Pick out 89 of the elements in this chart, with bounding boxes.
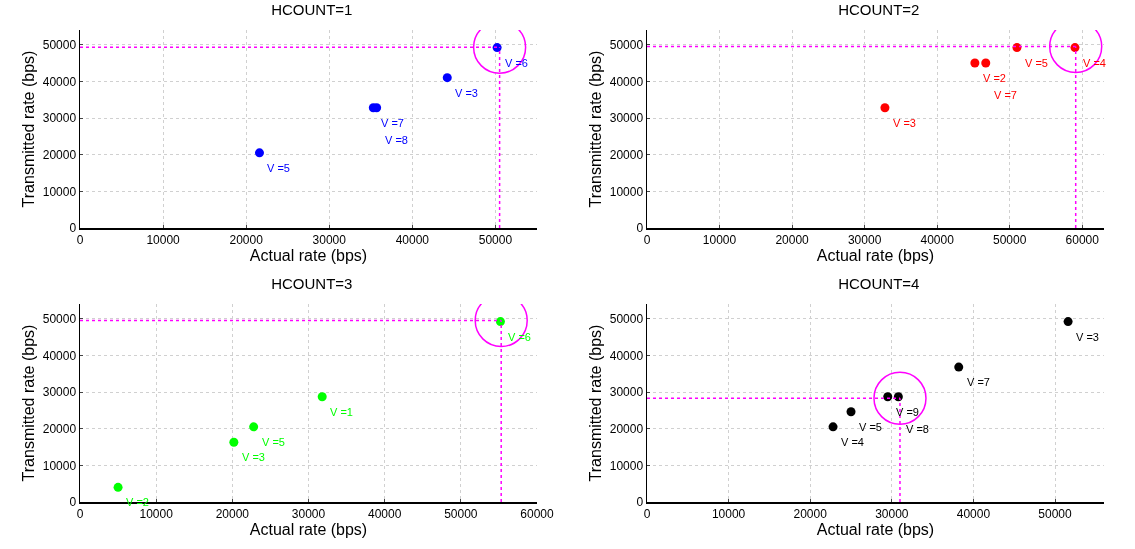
x-tick-label: 30000 (875, 506, 909, 521)
point (1063, 317, 1073, 327)
annotation: V =5 (859, 421, 882, 433)
annotation: V =8 (385, 134, 408, 146)
x-tick-label: 20000 (793, 506, 828, 521)
point (254, 148, 264, 158)
point (113, 482, 123, 492)
y-tick-label: 50000 (609, 311, 644, 326)
y-tick-label: 30000 (42, 385, 77, 400)
point (970, 58, 980, 68)
point (954, 362, 964, 372)
y-tick-label: 0 (69, 495, 77, 510)
y-tick-label: 0 (636, 221, 644, 236)
annotation: V =5 (267, 162, 290, 174)
annotation: V =8 (906, 423, 929, 435)
annotation: V =4 (841, 436, 864, 448)
y-axis-title: Transmitted rate (bps) (586, 324, 604, 482)
y-tick-label: 30000 (609, 385, 644, 400)
x-tick-label: 50000 (444, 506, 478, 521)
y-tick-label: 50000 (42, 37, 77, 52)
x-tick-label: 20000 (215, 506, 250, 521)
y-tick-label: 30000 (609, 111, 644, 126)
annotation: V =5 (262, 436, 285, 448)
chart-title: HCOUNT=3 (271, 274, 353, 292)
chart-title: HCOUNT=2 (838, 0, 920, 18)
y-tick-label: 20000 (609, 147, 644, 162)
x-tick-label: 40000 (956, 506, 991, 521)
annotation: V =3 (455, 87, 478, 99)
x-tick-label: 50000 (478, 232, 513, 247)
x-tick-label: 30000 (847, 232, 882, 247)
annotation: V =7 (994, 89, 1017, 101)
y-tick-label: 30000 (42, 111, 77, 126)
y-tick-label: 0 (636, 495, 644, 510)
y-tick-label: 40000 (609, 348, 644, 363)
x-tick-label: 60000 (1065, 232, 1100, 247)
x-tick-label: 10000 (146, 232, 181, 247)
x-tick-label: 40000 (920, 232, 955, 247)
y-axis-title: Transmitted rate (bps) (19, 50, 37, 208)
y-tick-label: 10000 (609, 184, 644, 199)
y-tick-label: 40000 (609, 74, 644, 89)
y-tick-label: 40000 (42, 74, 77, 89)
annotation: V =5 (1025, 57, 1048, 69)
x-tick-label: 50000 (993, 232, 1027, 247)
point (828, 422, 838, 432)
x-tick-label: 10000 (702, 232, 737, 247)
annotation: V =9 (896, 406, 919, 418)
x-axis-title: Actual rate (bps) (816, 520, 935, 538)
y-tick-label: 50000 (42, 311, 77, 326)
x-tick-label: 30000 (312, 232, 347, 247)
x-tick-label: 60000 (520, 506, 555, 521)
x-tick-label: 10000 (711, 506, 746, 521)
y-tick-label: 10000 (609, 458, 644, 473)
point (880, 103, 890, 113)
y-tick-label: 20000 (42, 421, 77, 436)
point (249, 422, 259, 432)
y-tick-label: 10000 (42, 458, 77, 473)
y-tick-label: 20000 (609, 421, 644, 436)
annotation: V =3 (242, 451, 265, 463)
point (495, 317, 505, 327)
y-axis-title: Transmitted rate (bps) (19, 324, 37, 482)
chart-title: HCOUNT=1 (271, 0, 353, 18)
point (981, 58, 991, 68)
y-tick-label: 20000 (42, 147, 77, 162)
x-tick-label: 20000 (775, 232, 810, 247)
y-tick-label: 10000 (42, 184, 77, 199)
x-tick-label: 50000 (1038, 506, 1073, 521)
annotation: V =7 (967, 376, 990, 388)
x-tick-label: 40000 (395, 232, 430, 247)
point (229, 437, 239, 447)
x-tick-label: 30000 (291, 506, 326, 521)
annotation: V =3 (1076, 331, 1099, 343)
x-axis-title: Actual rate (bps) (249, 246, 368, 264)
y-tick-label: 0 (69, 221, 77, 236)
annotation: V =3 (893, 117, 916, 129)
point (317, 392, 327, 402)
annotation: V =2 (983, 72, 1006, 84)
y-tick-label: 50000 (609, 37, 644, 52)
x-axis-title: Actual rate (bps) (249, 520, 368, 538)
y-axis-title: Transmitted rate (bps) (586, 50, 604, 208)
x-tick-label: 10000 (139, 506, 174, 521)
x-axis-title: Actual rate (bps) (816, 246, 935, 264)
chart-title: HCOUNT=4 (838, 274, 920, 292)
annotation: V =1 (330, 406, 353, 418)
y-tick-label: 40000 (42, 348, 77, 363)
x-tick-label: 20000 (229, 232, 264, 247)
x-tick-label: 40000 (367, 506, 402, 521)
annotation: V =7 (381, 117, 404, 129)
point (846, 407, 856, 417)
point (442, 73, 452, 83)
